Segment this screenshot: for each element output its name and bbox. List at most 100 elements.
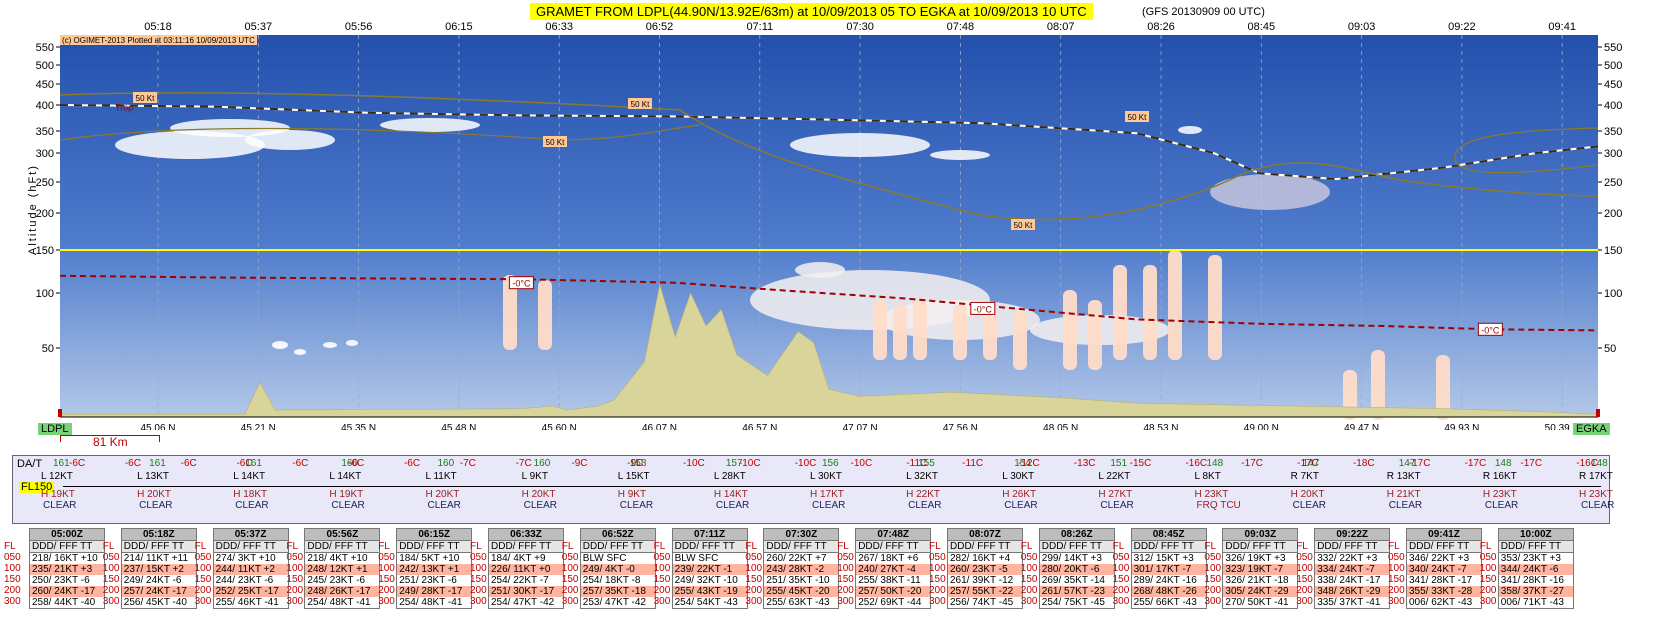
strip-da: 160 [533,458,551,469]
fl-level: FL [378,541,390,552]
wind-table-row: 332/ 22KT +3 [1314,553,1391,564]
scale-bar [60,435,160,442]
wind-table: 06:33Z DDD/ FFF TT 184/ 4KT +9 226/ 11KT +0… [488,528,564,609]
convective-cloud [1436,355,1450,420]
fl-column: FL 050 100 150 200 300 [1388,541,1405,607]
convective-cloud [873,300,887,360]
low-cloud [323,342,337,348]
time-tick-label: 09:22 [1448,21,1476,33]
strip-wind: L 15KT [617,471,650,482]
wind-table-row: 244/ 23KT -6 [212,575,289,586]
strip-cond: CLEAR [1100,500,1134,511]
fl-level: 100 [1296,563,1313,574]
strip-cond: CLEAR [139,500,173,511]
strip-cond: CLEAR [1581,500,1615,511]
wind-table-time: 06:52Z [579,528,656,540]
lat-label: 50.39 N [1545,423,1580,430]
destination-label: EGKA [1573,423,1610,435]
fl-level: FL [745,541,758,552]
strip-cond: CLEAR [427,500,461,511]
fl-level: 050 [286,552,304,563]
fl-level: 300 [561,596,579,607]
fl-level: 100 [1388,563,1405,574]
strip-wind: R 17KT [1579,471,1613,482]
strip-hum: H 20KT [1290,489,1325,500]
wind-table-time: 08:26Z [1038,528,1115,540]
time-tick-label: 08:26 [1147,21,1175,33]
strip-temp: -17C [1464,458,1487,469]
strip-da: 161 [53,458,70,469]
convective-cloud [1143,265,1157,360]
wind-table-row: 334/ 24KT -7 [1314,564,1391,575]
y-tick-label-left: 200 [36,208,54,220]
strip-temp: -15C [1129,458,1152,469]
cirrus-cloud [790,133,930,157]
wind-table-time: 05:18Z [120,528,197,540]
strip-temp: -11C [962,458,984,469]
wind-table-row: BLW SFC [671,553,748,564]
fl-level: 050 [194,552,212,563]
fl-level: 100 [837,563,854,574]
strip-cond: CLEAR [1484,500,1519,511]
strip-da: 160 [437,458,455,469]
lat-label: 49.47 N [1344,423,1379,430]
wind-table-row: 006/ 71KT -43 [1497,597,1574,609]
strip-da: 148 [1494,458,1512,469]
wind-table-row: 326/ 19KT +3 [1222,553,1299,564]
y-axis-label: Altitude (hFt) [27,164,39,255]
wind-table-row: 250/ 23KT -6 [29,575,105,586]
strip-temp: -11C [906,458,928,469]
strip-wind: L 32KT [906,471,938,482]
lat-label: 46.07 N [642,423,677,430]
strip-temp: -6C [69,458,86,469]
y-tick-label-right: 150 [1604,245,1622,257]
strip-hum: H 19KT [41,489,75,500]
strip-da: 147 [1302,458,1320,469]
wind-label: 50 Kt [631,100,650,109]
wind-table: 08:07Z DDD/ FFF TT 282/ 16KT +4 260/ 23KT -… [947,528,1023,609]
time-tick-label: 09:41 [1548,21,1576,33]
cirrus-cloud [245,130,335,150]
freezing-label: -0°C [512,279,531,289]
strip-temp: -6C [236,458,253,469]
wind-table-row: 244/ 11KT +2 [212,564,289,575]
fl-level: 100 [4,563,21,574]
fl-level: 100 [378,563,395,574]
wind-table-row: 257/ 35KT -18 [579,586,656,597]
wind-table: 09:22Z DDD/ FFF TT 332/ 22KT +3 334/ 24KT -… [1314,528,1391,609]
fl-level: 300 [194,596,212,607]
strip-wind: R 7KT [1290,471,1319,482]
wind-table-header: DDD/ FFF TT [1314,540,1391,553]
fl-level: 100 [1479,563,1497,574]
wind-table-header: DDD/ FFF TT [120,540,197,553]
fl-level: 200 [102,585,120,596]
wind-table-header: DDD/ FFF TT [1130,540,1207,553]
strip-temp: -7C [515,458,532,469]
terrain-area [59,284,1599,418]
wind-table: 08:45Z DDD/ FFF TT 312/ 15KT +3 301/ 17KT -… [1130,528,1207,609]
wind-table-row: 323/ 19KT -7 [1222,564,1299,575]
fl-level: FL [1204,541,1217,552]
wind-table-time: 06:33Z [488,528,564,540]
wind-table-row: 249/ 32KT -10 [671,575,748,586]
strip-hum: H 23KT [1579,489,1613,500]
sky-background [60,35,1598,417]
wind-table-row: 255/ 43KT -19 [671,586,748,597]
wind-table-row: 254/ 75KT -45 [1038,597,1115,609]
fl-level: FL [561,541,574,552]
strip-da: 161 [149,458,166,469]
strip-temp: -17C [1241,458,1263,469]
strip-wind: L 22KT [1098,471,1131,482]
wind-table-row: 254/ 47KT -42 [488,597,564,609]
strip-da: 161 [245,458,262,469]
y-tick-label-right: 300 [1604,148,1622,160]
fl-level: 150 [929,574,946,585]
time-tick-label: 05:18 [144,21,172,33]
freezing-label-box [508,276,534,290]
time-tick-label: 08:07 [1047,21,1075,33]
wind-table-row: 253/ 47KT -42 [579,597,656,609]
strip-wind: L 30KT [810,471,842,482]
strip-da: 155 [918,458,935,469]
fl-level: 100 [561,563,579,574]
fl-level: 100 [286,563,304,574]
